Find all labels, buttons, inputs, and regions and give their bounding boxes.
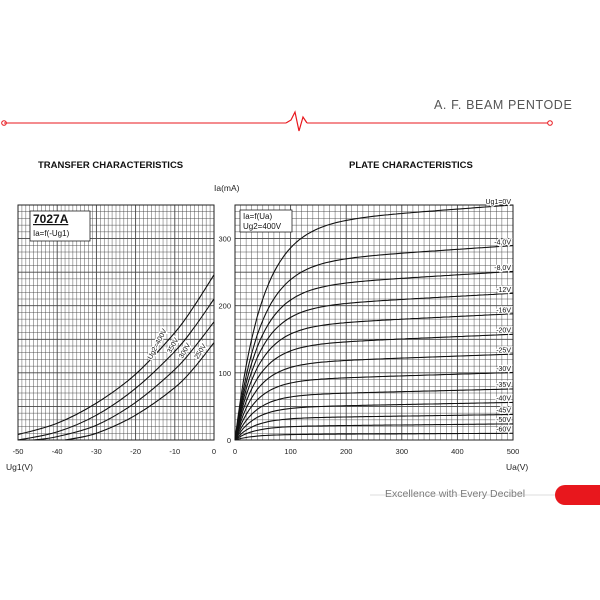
transfer-chart: -50 -40 -30 -20 -10 0Ug1(V)7027AIa=f(-Ug1)Ug2…: [6, 204, 216, 472]
plate-curve-label-9: -40V: [496, 396, 511, 403]
plate-curve-7: [234, 371, 514, 441]
plate-formula-label: Ia=f(Ua): [243, 212, 272, 221]
plate-curve-label-1: -4,0V: [494, 239, 511, 246]
plate-x-tick-label-0: 0: [233, 447, 237, 456]
plate-condition-label: Ug2=400V: [243, 222, 282, 231]
plate-x-tick-label-2: 200: [340, 447, 353, 456]
plate-curve-4: [234, 313, 514, 441]
tube-type-label: 7027A: [33, 212, 69, 226]
plate-y-tick-label-0: 0: [227, 436, 231, 445]
plate-curve-label-10: -45V: [496, 408, 511, 415]
plate-curve-label-7: -30V: [496, 366, 511, 373]
plate-chart: 0 100 200 300 400 500 0 100 200 300 Ia(mA) Ua(V) Ia=…: [214, 183, 528, 472]
plate-x-axis-label: Ua(V): [506, 462, 528, 472]
plate-curve-5: [234, 333, 514, 441]
plate-x-tick-label-5: 500: [507, 447, 520, 456]
transfer-curve-2: [33, 321, 215, 441]
plate-curve-label-2: -8,0V: [494, 265, 511, 272]
plate-x-tick-label-1: 100: [284, 447, 297, 456]
plate-curve-label-0: Ug1=0V: [486, 199, 512, 206]
plate-y-tick-label-1: 100: [218, 369, 231, 378]
plate-x-tick-label-4: 400: [451, 447, 464, 456]
plate-curve-10: [234, 413, 513, 441]
transfer-curve-3: [64, 342, 215, 441]
product-line-title: A. F. BEAM PENTODE: [434, 98, 573, 112]
plate-curve-6: [234, 353, 514, 441]
transfer-chart-title: TRANSFER CHARACTERISTICS: [38, 160, 184, 171]
x-tick-label-3: -20: [130, 447, 141, 456]
transfer-formula-label: Ia=f(-Ug1): [33, 229, 70, 238]
plate-y-tick-label-2: 200: [218, 302, 231, 311]
plate-curve-1: [234, 245, 514, 441]
plate-y-tick-label-3: 300: [218, 235, 231, 244]
plate-frame: [234, 204, 514, 441]
plate-x-tick-label-3: 300: [396, 447, 409, 456]
plate-curve-0: [234, 204, 514, 441]
transfer-x-axis-label: Ug1(V): [6, 462, 33, 472]
plate-info-box: [239, 209, 293, 233]
plate-curve-label-6: -25V: [496, 347, 511, 354]
x-tick-label-2: -30: [91, 447, 102, 456]
transfer-curve-0: [17, 274, 215, 436]
plate-curve-9: [234, 401, 514, 441]
transfer-curve-1: [17, 298, 215, 441]
x-tick-label-0: -50: [13, 447, 24, 456]
transfer-info-box: [29, 210, 91, 242]
plate-curve-8: [234, 388, 513, 441]
header-rule: [1, 110, 553, 132]
plate-curve-label-11: -50V: [496, 417, 511, 424]
plate-curve-label-4: -16V: [496, 307, 511, 314]
plate-curve-11: [234, 423, 513, 441]
plate-curve-2: [234, 270, 514, 441]
plate-curve-3: [234, 292, 514, 441]
plate-curve-label-5: -20V: [496, 328, 511, 335]
plate-y-axis-label: Ia(mA): [214, 183, 240, 193]
plate-curve-label-12: -60V: [496, 426, 511, 433]
plate-curve-12: [234, 432, 513, 441]
red-accent-tab: [555, 485, 600, 505]
plate-chart-title: PLATE CHARACTERISTICS: [349, 160, 473, 171]
x-tick-label-1: -40: [52, 447, 63, 456]
x-tick-label-5: 0: [212, 447, 216, 456]
tagline: Excellence with Every Decibel: [385, 488, 526, 500]
x-tick-label-4: -10: [169, 447, 180, 456]
plate-curve-label-8: -35V: [496, 382, 511, 389]
plate-curve-label-3: -12V: [496, 287, 511, 294]
